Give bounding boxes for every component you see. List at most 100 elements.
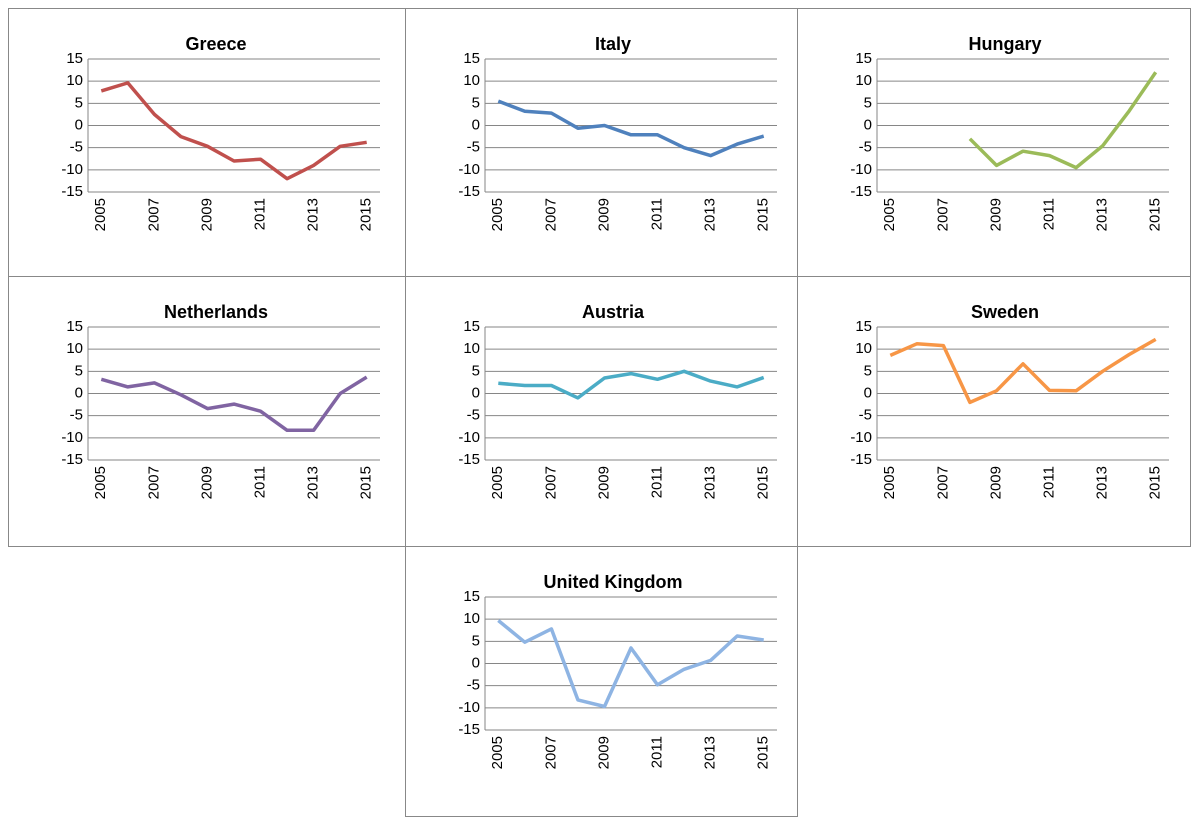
- chart-title: Austria: [582, 302, 645, 322]
- x-tick-label: 2009: [595, 736, 612, 769]
- chart-title: Italy: [595, 34, 631, 54]
- data-line: [968, 71, 1158, 170]
- y-tick-label: 15: [855, 50, 872, 67]
- y-tick-label: -5: [467, 677, 480, 694]
- x-tick-label: 2005: [92, 198, 109, 231]
- y-tick-label: -15: [458, 183, 480, 200]
- y-tick-label: -10: [61, 161, 83, 178]
- x-tick-label: 2007: [542, 466, 559, 499]
- y-tick-label: -5: [467, 407, 480, 424]
- panel-border: [797, 276, 1191, 547]
- x-tick-label: 2007: [934, 466, 951, 499]
- x-tick-label: 2015: [1147, 198, 1164, 231]
- y-tick-label: -15: [850, 183, 872, 200]
- x-tick-label: 2015: [755, 736, 772, 769]
- y-tick-label: 0: [75, 384, 83, 401]
- y-tick-label: -5: [70, 407, 83, 424]
- x-tick-label: 2013: [305, 466, 322, 499]
- x-tick-label: 2007: [145, 198, 162, 231]
- x-tick-label: 2011: [649, 736, 666, 768]
- y-tick-label: 15: [463, 318, 480, 335]
- y-tick-label: -5: [859, 407, 872, 424]
- x-tick-label: 2015: [1147, 466, 1164, 499]
- y-tick-label: 10: [463, 340, 480, 357]
- x-tick-label: 2009: [198, 198, 215, 231]
- x-tick-label: 2007: [934, 198, 951, 231]
- x-tick-label: 2013: [702, 466, 719, 499]
- y-tick-label: -10: [458, 699, 480, 716]
- chart-title: United Kingdom: [544, 572, 683, 592]
- x-tick-label: 2011: [649, 198, 666, 230]
- data-line: [100, 375, 368, 433]
- y-tick-label: -10: [850, 161, 872, 178]
- x-tick-label: 2005: [489, 736, 506, 769]
- y-tick-label: 10: [855, 72, 872, 89]
- x-tick-label: 2009: [595, 198, 612, 231]
- y-tick-label: 5: [472, 632, 480, 649]
- y-tick-label: 15: [66, 318, 83, 335]
- x-tick-label: 2015: [755, 198, 772, 231]
- x-tick-label: 2013: [702, 198, 719, 231]
- x-tick-label: 2011: [252, 466, 269, 498]
- y-tick-label: -5: [70, 139, 83, 156]
- x-tick-label: 2011: [1041, 198, 1058, 230]
- y-tick-label: 5: [75, 362, 83, 379]
- x-tick-label: 2009: [987, 466, 1004, 499]
- y-tick-label: -15: [458, 451, 480, 468]
- y-tick-label: 0: [472, 654, 480, 671]
- x-tick-label: 2011: [649, 466, 666, 498]
- y-tick-label: 10: [855, 340, 872, 357]
- data-line: [497, 99, 765, 158]
- y-tick-label: 15: [463, 588, 480, 605]
- data-line: [498, 369, 765, 400]
- chart-title: Sweden: [971, 302, 1039, 322]
- x-tick-label: 2013: [1094, 198, 1111, 231]
- x-tick-label: 2015: [755, 466, 772, 499]
- x-tick-label: 2009: [595, 466, 612, 499]
- y-tick-label: -15: [458, 721, 480, 738]
- x-tick-label: 2015: [358, 198, 375, 231]
- chart-title: Greece: [185, 34, 246, 54]
- x-tick-label: 2007: [542, 736, 559, 769]
- y-tick-label: 0: [864, 116, 872, 133]
- x-tick-label: 2005: [92, 466, 109, 499]
- data-line: [889, 337, 1157, 405]
- y-tick-label: 0: [472, 384, 480, 401]
- data-line: [100, 81, 367, 181]
- x-tick-label: 2005: [489, 466, 506, 499]
- y-tick-label: -10: [458, 161, 480, 178]
- x-tick-label: 2007: [542, 198, 559, 231]
- y-tick-label: 15: [463, 50, 480, 67]
- y-tick-label: 5: [75, 94, 83, 111]
- x-tick-label: 2013: [305, 198, 322, 231]
- y-tick-label: 15: [66, 50, 83, 67]
- x-tick-label: 2007: [145, 466, 162, 499]
- y-tick-label: 10: [66, 72, 83, 89]
- x-tick-label: 2011: [252, 198, 269, 230]
- x-tick-label: 2009: [198, 466, 215, 499]
- y-tick-label: 10: [463, 610, 480, 627]
- data-line: [497, 619, 764, 709]
- y-tick-label: 0: [864, 384, 872, 401]
- chart-title: Hungary: [968, 34, 1041, 54]
- x-tick-label: 2005: [881, 198, 898, 231]
- y-tick-label: 5: [472, 362, 480, 379]
- x-tick-label: 2011: [1041, 466, 1058, 498]
- y-tick-label: 5: [864, 94, 872, 111]
- x-tick-label: 2009: [987, 198, 1004, 231]
- y-tick-label: 15: [855, 318, 872, 335]
- x-tick-label: 2005: [489, 198, 506, 231]
- x-tick-label: 2013: [702, 736, 719, 769]
- y-tick-label: -15: [850, 451, 872, 468]
- x-tick-label: 2015: [358, 466, 375, 499]
- x-tick-label: 2005: [881, 466, 898, 499]
- y-tick-label: -10: [61, 429, 83, 446]
- y-tick-label: 5: [472, 94, 480, 111]
- y-tick-label: 0: [472, 116, 480, 133]
- y-tick-label: 0: [75, 116, 83, 133]
- chart-title: Netherlands: [164, 302, 268, 322]
- y-tick-label: -10: [458, 429, 480, 446]
- y-tick-label: -10: [850, 429, 872, 446]
- x-tick-label: 2013: [1094, 466, 1111, 499]
